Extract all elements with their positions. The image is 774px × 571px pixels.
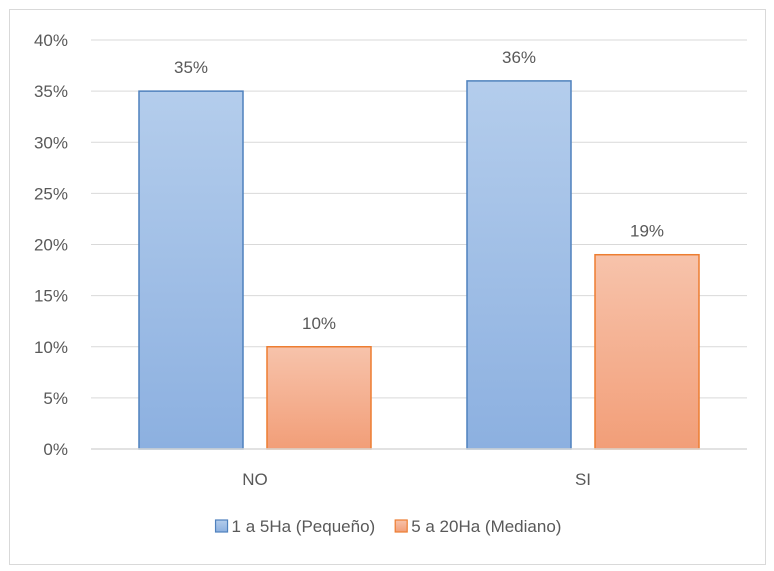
bar: [594, 253, 700, 450]
bar: [466, 80, 572, 450]
x-tick-label: NO: [242, 470, 268, 489]
data-label: 10%: [302, 314, 336, 333]
legend-item: 1 a 5Ha (Pequeño): [214, 517, 376, 536]
y-tick-label: 0%: [43, 440, 68, 459]
y-tick-label: 20%: [34, 236, 68, 255]
y-tick-label: 40%: [34, 31, 68, 50]
y-tick-label: 15%: [34, 287, 68, 306]
y-tick-label: 30%: [34, 133, 68, 152]
y-axis-tick-labels: 0% 5% 10% 15% 20% 25% 30% 35% 40%: [34, 31, 68, 459]
legend-item: 5 a 20Ha (Mediano): [394, 517, 561, 536]
y-tick-label: 35%: [34, 82, 68, 101]
chart-frame: 0% 5% 10% 15% 20% 25% 30% 35% 40% 35% 10% 36% 19% N…: [9, 9, 766, 565]
legend-label: 1 a 5Ha (Pequeño): [232, 517, 376, 536]
legend-swatch: [394, 519, 408, 533]
y-tick-label: 10%: [34, 338, 68, 357]
bars: [138, 80, 700, 450]
data-labels: 35% 10% 36% 19%: [174, 48, 664, 333]
bar: [138, 90, 244, 450]
y-tick-label: 5%: [43, 389, 68, 408]
data-label: 35%: [174, 58, 208, 77]
data-label: 36%: [502, 48, 536, 67]
x-tick-label: SI: [575, 470, 591, 489]
legend-label: 5 a 20Ha (Mediano): [411, 517, 561, 536]
legend: 1 a 5Ha (Pequeño) 5 a 20Ha (Mediano): [214, 517, 561, 536]
y-tick-label: 25%: [34, 184, 68, 203]
data-label: 19%: [630, 222, 664, 241]
bar-chart: 0% 5% 10% 15% 20% 25% 30% 35% 40% 35% 10% 36% 19% N…: [34, 31, 747, 536]
bar: [266, 346, 372, 450]
legend-swatch: [214, 519, 229, 533]
x-axis-tick-labels: NO SI: [242, 470, 591, 489]
